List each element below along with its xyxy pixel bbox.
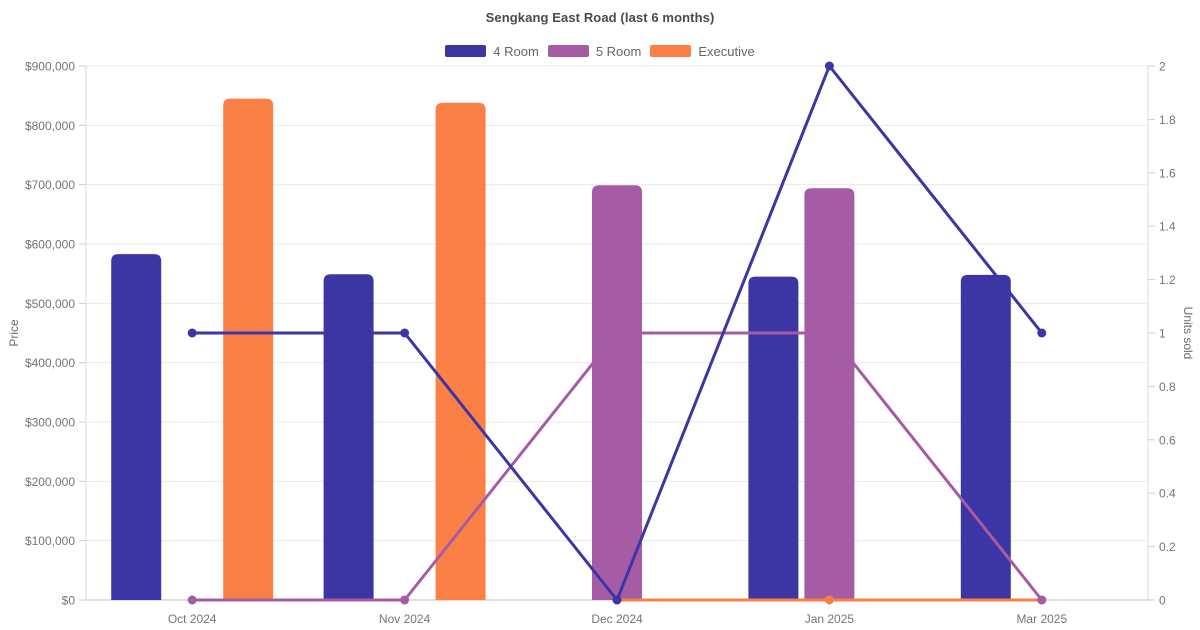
legend-label: Executive [698,43,755,59]
x-axis-tick-label: Oct 2024 [168,612,217,626]
left-axis-tick-label: $100,000 [25,534,75,548]
point-4-room-oct-2024[interactable] [187,328,197,338]
point-5-room-dec-2024[interactable] [612,328,622,338]
right-axis-tick-label: 0.8 [1159,380,1176,394]
left-axis-tick-label: $800,000 [25,119,75,133]
bar-4-room-oct-2024[interactable] [111,254,162,600]
chart-title: Sengkang East Road (last 6 months) [485,10,715,25]
right-axis-tick-label: 1.8 [1159,113,1176,127]
chart-legend: 4 Room 5 Room Executive [0,43,1200,59]
left-axis-tick-label: $300,000 [25,416,75,430]
left-axis-tick-label: $0 [62,594,76,608]
point-4-room-nov-2024[interactable] [400,328,410,338]
x-axis-tick-label: Nov 2024 [379,612,431,626]
right-axis-tick-label: 0.4 [1159,487,1176,501]
bar-4-room-jan-2025[interactable] [748,276,799,600]
right-axis-tick-label: 1.6 [1159,166,1176,180]
right-axis-tick-label: 1.4 [1159,220,1176,234]
bar-4-room-nov-2024[interactable] [323,274,374,600]
x-axis-tick-label: Mar 2025 [1016,612,1067,626]
point-4-room-dec-2024[interactable] [612,595,622,605]
right-axis-tick-label: 0 [1159,594,1166,608]
bar-5-room-dec-2024[interactable] [592,185,642,600]
point-5-room-oct-2024[interactable] [187,595,197,605]
legend-item-executive[interactable]: Executive [650,43,755,59]
legend-swatch-executive [650,45,692,57]
legend-label: 4 Room [493,43,539,59]
bar-executive-nov-2024[interactable] [435,102,486,600]
point-5-room-nov-2024[interactable] [400,595,410,605]
legend-label: 5 Room [595,43,642,59]
right-axis-tick-label: 2 [1159,60,1166,74]
right-axis-tick-label: 0.2 [1159,540,1176,554]
left-axis-title: Price [7,319,21,347]
bar-executive-oct-2024[interactable] [223,98,274,600]
x-axis-tick-label: Dec 2024 [591,612,643,626]
right-axis-tick-label: 0.6 [1159,433,1176,447]
left-axis-tick-label: $700,000 [25,178,75,192]
point-4-room-jan-2025[interactable] [824,61,834,71]
left-axis-tick-label: $400,000 [25,356,75,370]
bar-5-room-jan-2025[interactable] [804,188,855,600]
left-axis-tick-label: $500,000 [25,297,75,311]
left-axis-tick-label: $600,000 [25,238,75,252]
point-4-room-mar-2025[interactable] [1037,328,1047,338]
point-executive-jan-2025[interactable] [824,595,834,605]
bar-4-room-mar-2025[interactable] [960,274,1011,600]
point-5-room-mar-2025[interactable] [1037,595,1047,605]
legend-swatch-5-room [547,45,589,57]
right-axis-tick-label: 1 [1159,327,1166,341]
left-axis-tick-label: $200,000 [25,475,75,489]
legend-swatch-4-room [445,45,487,57]
point-5-room-jan-2025[interactable] [824,328,834,338]
legend-item-5-room[interactable]: 5 Room [547,43,642,59]
right-axis-tick-label: 1.2 [1159,273,1176,287]
x-axis-tick-label: Jan 2025 [805,612,855,626]
right-axis-title: Units sold [1181,306,1195,360]
legend-item-4-room[interactable]: 4 Room [445,44,539,59]
left-axis-tick-label: $900,000 [25,60,75,74]
